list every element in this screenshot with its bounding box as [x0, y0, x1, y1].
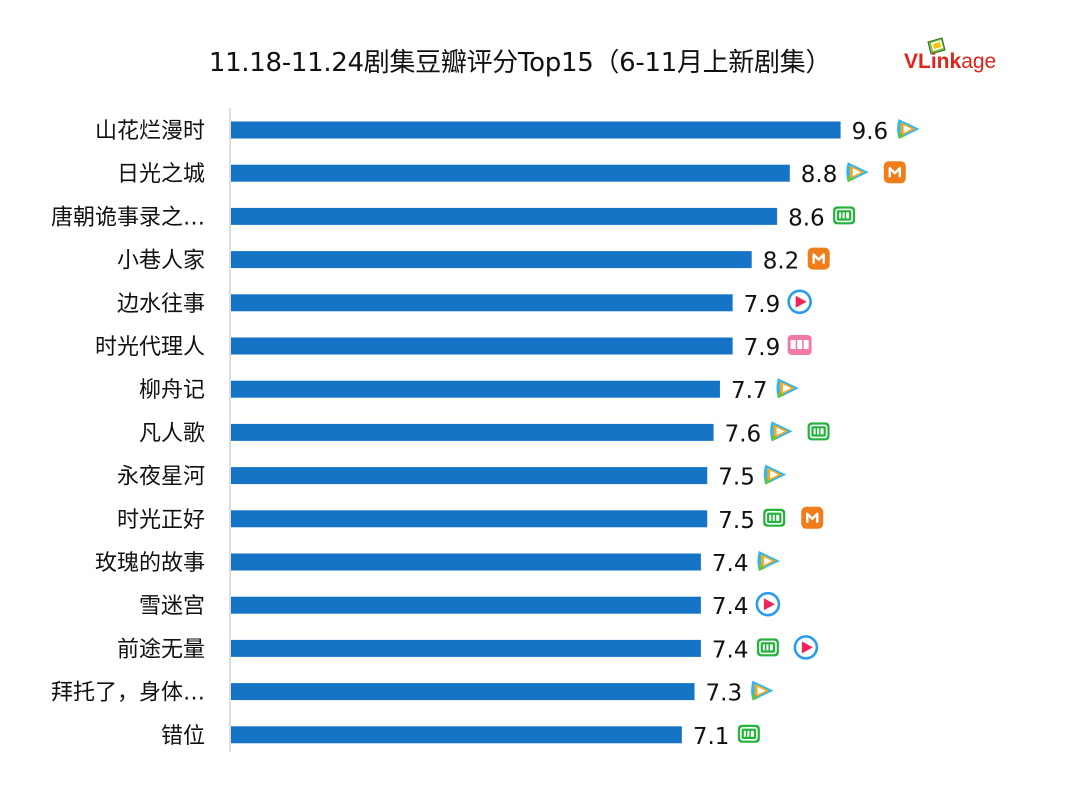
bar	[231, 251, 752, 269]
vlinkage-logo: VLinkage	[902, 34, 1017, 82]
tencent-icon	[763, 464, 787, 485]
bar	[231, 467, 708, 485]
iqiyi-icon	[763, 508, 786, 527]
category-label: 日光之城	[117, 162, 205, 187]
tencent-icon	[770, 421, 793, 442]
category-label: 小巷人家	[117, 249, 205, 274]
tencent-icon	[751, 680, 774, 701]
logo-text: VLinkage	[904, 50, 997, 73]
mango-icon	[801, 506, 824, 529]
tencent-icon	[776, 378, 799, 399]
value-label: 7.1	[693, 724, 730, 750]
bar	[231, 639, 701, 657]
category-label: 柳舟记	[139, 378, 205, 403]
value-label: 7.5	[718, 508, 755, 534]
value-label: 7.9	[744, 335, 781, 361]
bar	[231, 121, 841, 139]
value-label: 7.4	[712, 637, 749, 663]
category-label: 雪迷宫	[139, 594, 205, 619]
value-label: 7.6	[725, 421, 762, 447]
value-label: 7.9	[744, 292, 781, 318]
bilibili-icon	[787, 335, 812, 355]
category-label: 错位	[161, 724, 205, 749]
tencent-icon	[846, 162, 869, 183]
youku-icon	[755, 591, 781, 617]
category-label: 玫瑰的故事	[95, 551, 205, 576]
category-label: 时光正好	[117, 508, 205, 533]
category-label: 山花烂漫时	[95, 119, 205, 144]
bar	[231, 596, 701, 614]
value-label: 8.6	[788, 205, 825, 231]
bar	[231, 207, 778, 225]
tencent-icon	[757, 551, 780, 571]
category-label: 拜托了，身体…	[51, 681, 205, 706]
iqiyi-icon	[737, 724, 760, 743]
bar	[231, 683, 695, 701]
youku-icon	[787, 289, 812, 315]
bar	[231, 510, 708, 528]
value-label: 8.8	[801, 162, 838, 188]
category-label: 永夜星河	[117, 465, 205, 490]
value-label: 7.7	[731, 378, 768, 404]
tencent-icon	[897, 119, 920, 139]
category-label: 前途无量	[117, 637, 205, 662]
value-label: 9.6	[852, 119, 889, 145]
bar	[231, 294, 733, 312]
bar	[231, 337, 733, 355]
iqiyi-icon	[833, 206, 856, 225]
category-label: 唐朝诡事录之…	[51, 205, 205, 230]
chart-title: 11.18-11.24剧集豆瓣评分Top15（6-11月上新剧集）	[208, 48, 832, 78]
logo-box-icon	[927, 37, 946, 55]
iqiyi-icon	[756, 638, 779, 657]
bar	[231, 164, 790, 182]
category-label: 边水往事	[117, 292, 205, 317]
value-label: 7.4	[712, 551, 749, 577]
value-label: 7.5	[718, 465, 755, 491]
category-label: 凡人歌	[139, 421, 205, 446]
mango-icon	[807, 247, 830, 270]
youku-icon	[793, 635, 819, 660]
bar	[231, 553, 701, 571]
value-label: 7.3	[706, 681, 743, 707]
iqiyi-icon	[807, 422, 830, 441]
value-label: 7.4	[712, 594, 749, 620]
value-label: 8.2	[763, 249, 800, 275]
bar	[231, 380, 720, 398]
category-label: 时光代理人	[95, 335, 205, 360]
bar	[231, 726, 682, 744]
bar	[231, 423, 714, 441]
mango-icon	[883, 161, 906, 184]
